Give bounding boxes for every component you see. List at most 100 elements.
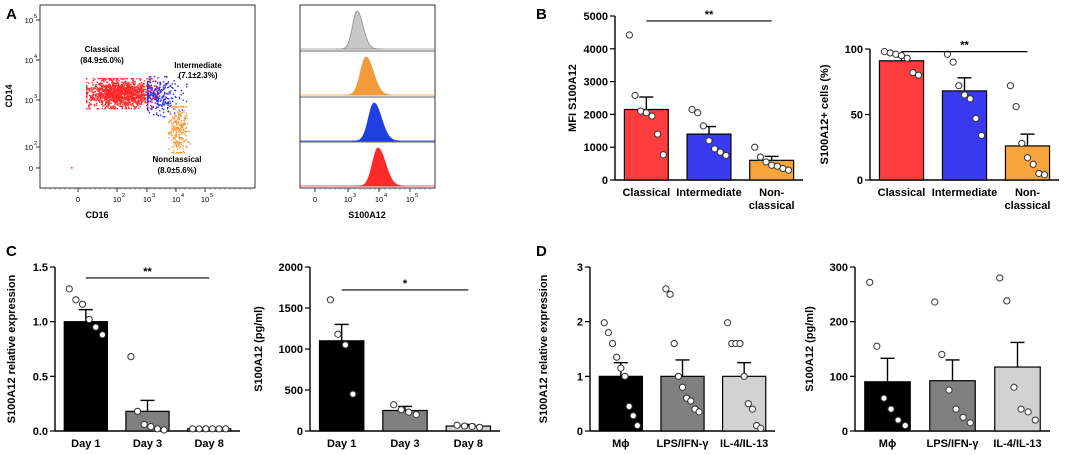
flow-event-dot (115, 102, 118, 104)
flow-event-dot (116, 88, 118, 90)
flow-event-dot (101, 99, 103, 102)
flow-x-tick-label: 10 (172, 195, 180, 204)
flow-event-dot (130, 86, 132, 88)
flow-event-dot (147, 98, 149, 100)
flow-event-dot (182, 123, 184, 125)
flow-event-dot (106, 95, 109, 97)
flow-event-dot (95, 84, 97, 86)
flow-event-dot (151, 94, 153, 96)
flow-event-dot (117, 90, 119, 93)
y-tick-label: 500 (285, 385, 303, 397)
flow-event-dot (138, 93, 140, 95)
flow-event-dot (157, 93, 159, 95)
flow-event-dot (131, 100, 134, 102)
flow-event-dot (155, 90, 158, 92)
flow-event-dot (86, 91, 88, 94)
bar (445, 425, 492, 432)
flow-event-dot (104, 78, 106, 80)
flow-event-dot (160, 89, 163, 91)
chart-b-right: 0 50 100 S100A12+ cells (%) Classical Interme… (819, 40, 1059, 212)
flow-event-dot (147, 83, 149, 85)
flow-event-dot (160, 91, 162, 94)
flow-events (71, 76, 191, 169)
flow-event-dot (152, 95, 155, 98)
data-point (642, 109, 650, 117)
data-point (127, 353, 135, 361)
flow-event-dot (184, 122, 186, 124)
flow-event-dot (124, 104, 126, 106)
data-point (785, 166, 793, 174)
flow-event-dot (175, 96, 177, 99)
data-point (914, 71, 923, 79)
flow-event-dot (137, 97, 139, 100)
flow-event-dot (160, 99, 162, 101)
flow-event-dot (178, 141, 180, 144)
flow-event-dot (145, 99, 147, 101)
x-tick-label: Day 8 (454, 438, 483, 450)
flow-event-dot (129, 86, 131, 88)
flow-event-dot (110, 106, 112, 109)
flow-event-dot (170, 119, 172, 121)
flow-event-dot (171, 123, 173, 125)
flow-event-dot (127, 101, 129, 104)
flow-event-dot (116, 86, 119, 89)
flow-event-dot (147, 103, 149, 105)
bar (63, 321, 109, 432)
flow-event-dot (94, 87, 96, 90)
flow-event-dot (126, 102, 128, 104)
flow-event-dot (111, 90, 113, 92)
flow-event-dot (178, 147, 181, 149)
flow-event-dot (180, 143, 183, 146)
flow-event-dot (175, 133, 178, 135)
flow-event-dot (103, 97, 105, 99)
flow-event-dot (179, 106, 182, 108)
flow-event-dot (151, 78, 153, 80)
flow-event-dot (173, 125, 175, 127)
flow-event-dot (178, 115, 180, 118)
flow-event-dot (133, 98, 135, 100)
flow-event-dot (108, 85, 110, 87)
flow-event-dot (136, 78, 138, 80)
flow-event-dot (131, 88, 134, 91)
flow-event-dot (181, 126, 183, 128)
flow-event-dot (173, 129, 175, 132)
flow-event-dot (118, 102, 120, 105)
flow-event-dot (112, 97, 114, 99)
flow-event-dot (151, 108, 153, 111)
flow-event-dot (113, 97, 115, 99)
flow-event-dot (102, 105, 104, 107)
flow-x-tick-exponent: 2 (122, 193, 125, 199)
flow-event-dot (172, 136, 175, 139)
flow-event-dot (116, 79, 118, 81)
flow-event-dot (97, 108, 100, 110)
flow-event-dot (180, 122, 182, 124)
flow-event-dot (176, 144, 178, 146)
flow-event-dot (117, 93, 119, 95)
flow-y-tick-exponent: 2 (34, 141, 37, 147)
flow-event-dot (90, 99, 92, 102)
data-point (897, 51, 906, 60)
flow-event-dot (100, 101, 102, 103)
flow-event-dot (132, 83, 135, 85)
flow-event-dot (182, 128, 185, 131)
flow-event-dot (71, 167, 73, 169)
flow-event-dot (165, 96, 167, 98)
flow-event-dot (141, 86, 143, 88)
flow-event-dot (156, 86, 158, 89)
flow-event-dot (92, 78, 95, 80)
flow-event-dot (185, 114, 187, 117)
x-tick-label-line: Day 3 (133, 438, 162, 450)
flow-event-dot (103, 78, 105, 80)
flow-event-dot (178, 110, 181, 113)
flow-event-dot (115, 100, 117, 103)
flow-event-dot (157, 95, 159, 98)
flow-event-dot (117, 89, 119, 91)
flow-event-dot (90, 89, 92, 91)
flow-event-dot (134, 94, 136, 97)
flow-event-dot (117, 83, 119, 85)
flow-event-dot (111, 88, 114, 90)
flow-event-dot (110, 86, 112, 88)
flow-event-dot (141, 96, 143, 98)
flow-event-dot (121, 93, 123, 95)
flow-event-dot (108, 89, 110, 92)
